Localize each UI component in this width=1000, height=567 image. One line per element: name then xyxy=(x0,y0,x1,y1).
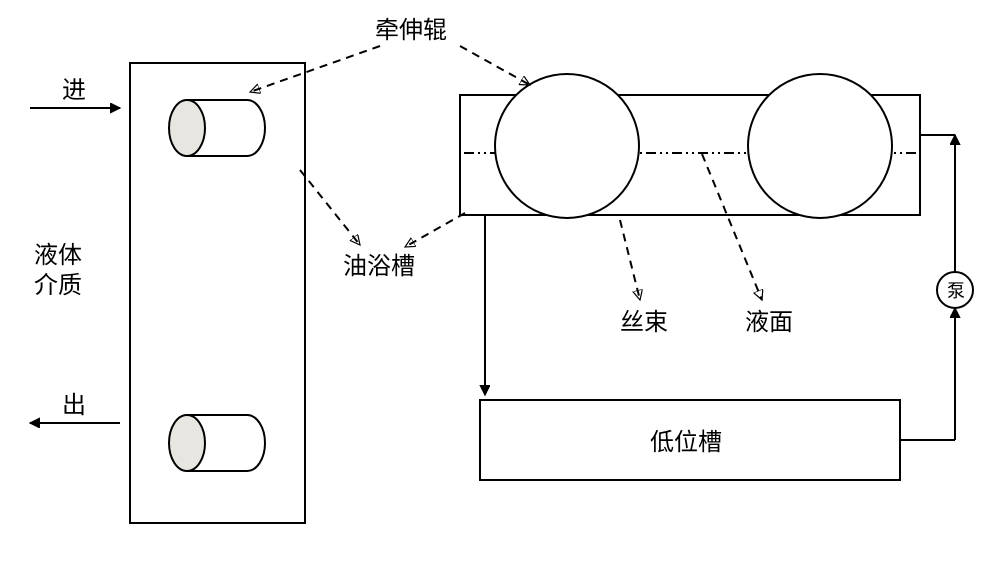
label-outlet: 出 xyxy=(62,392,86,419)
callout-bath-left xyxy=(300,170,360,245)
left-heat-exchanger xyxy=(130,63,305,523)
label-low-tank: 低位槽 xyxy=(650,429,722,456)
callout-liquid-level xyxy=(702,154,762,300)
left-roll-bottom xyxy=(169,415,265,471)
label-draw-roll: 牵伸辊 xyxy=(375,17,447,44)
label-liquid-media-1: 液体 xyxy=(34,242,82,269)
label-liquid-media-2: 介质 xyxy=(34,272,82,299)
draw-roll-right xyxy=(748,74,892,218)
label-liquid-level: 液面 xyxy=(745,309,793,336)
label-pump: 泵 xyxy=(947,281,965,301)
left-roll-top xyxy=(169,100,265,156)
callout-drawroll-left xyxy=(250,46,380,92)
label-inlet: 进 xyxy=(62,78,86,104)
draw-roll-left xyxy=(495,74,639,218)
callout-drawroll-right xyxy=(460,46,530,85)
diagram-canvas: 牵伸辊进出 液体介质 油浴槽丝束 液面低位槽 泵 xyxy=(0,0,1000,567)
callout-bath-right xyxy=(405,213,465,247)
label-tow: 丝束 xyxy=(620,309,668,336)
label-oil-bath: 油浴槽 xyxy=(343,253,415,280)
callout-tow xyxy=(620,220,640,300)
